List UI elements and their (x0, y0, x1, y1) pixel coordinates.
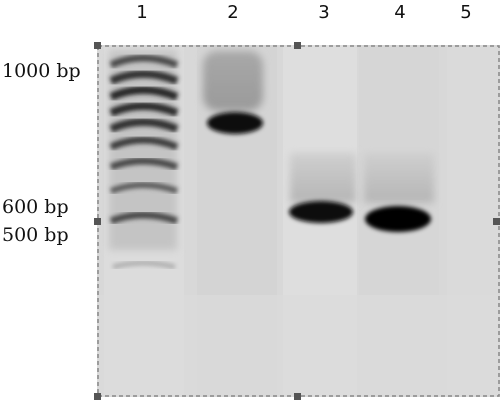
lane2-smear (203, 51, 263, 111)
size-label-600bp: 600 bp (2, 196, 69, 218)
lane4-band (365, 206, 431, 232)
lane3-band (289, 201, 353, 223)
handle-bottom-left (94, 393, 101, 400)
gel-lower-patch (97, 295, 500, 397)
ladder-lane-1 (109, 50, 177, 267)
size-label-1000bp: 1000 bp (2, 60, 81, 82)
gel-image (97, 45, 500, 397)
sample-lane-2 (203, 51, 263, 134)
lane-number-5: 5 (451, 2, 481, 23)
lane4-smear (364, 153, 434, 203)
lane-number-4: 4 (385, 2, 415, 23)
lane-number-3: 3 (309, 2, 339, 23)
size-label-500bp: 500 bp (2, 224, 69, 246)
lane3-smear (290, 153, 356, 203)
handle-bottom-mid (294, 393, 301, 400)
handle-top-mid (294, 42, 301, 49)
sample-lane-4 (364, 153, 434, 232)
sample-lane-3 (289, 153, 356, 223)
handle-mid-left (94, 218, 101, 225)
lane2-band (207, 112, 263, 134)
lane-number-2: 2 (218, 2, 248, 23)
handle-top-left (94, 42, 101, 49)
lane-number-1: 1 (127, 2, 157, 23)
handle-mid-right (493, 218, 500, 225)
